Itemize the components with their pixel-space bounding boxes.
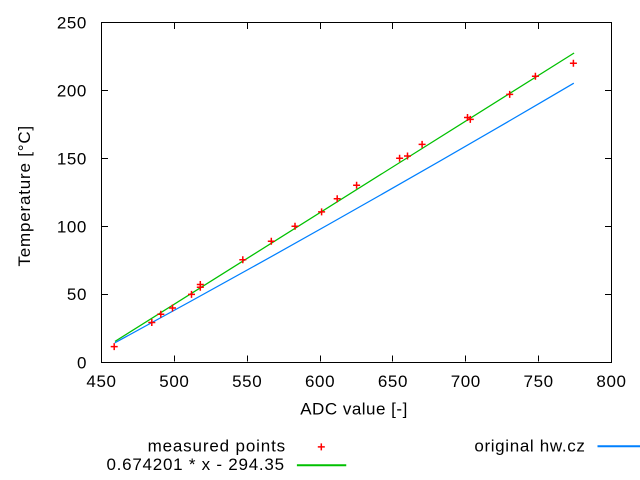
svg-text:0: 0 [77,353,87,372]
svg-text:200: 200 [57,81,87,100]
svg-text:0.674201 * x - 294.35: 0.674201 * x - 294.35 [106,455,284,474]
svg-text:550: 550 [232,372,262,391]
svg-text:500: 500 [159,372,189,391]
svg-text:100: 100 [57,217,87,236]
svg-text:450: 450 [86,372,116,391]
svg-text:750: 750 [524,372,554,391]
svg-text:ADC value [-]: ADC value [-] [300,400,408,419]
svg-text:800: 800 [596,372,626,391]
svg-text:Temperature [°C]: Temperature [°C] [15,125,34,266]
svg-text:150: 150 [57,149,87,168]
svg-text:50: 50 [67,285,87,304]
svg-text:700: 700 [451,372,481,391]
svg-text:650: 650 [378,372,408,391]
svg-text:original hw.cz: original hw.cz [474,436,585,455]
svg-text:600: 600 [305,372,335,391]
svg-text:250: 250 [57,13,87,32]
svg-text:measured points: measured points [148,436,286,455]
